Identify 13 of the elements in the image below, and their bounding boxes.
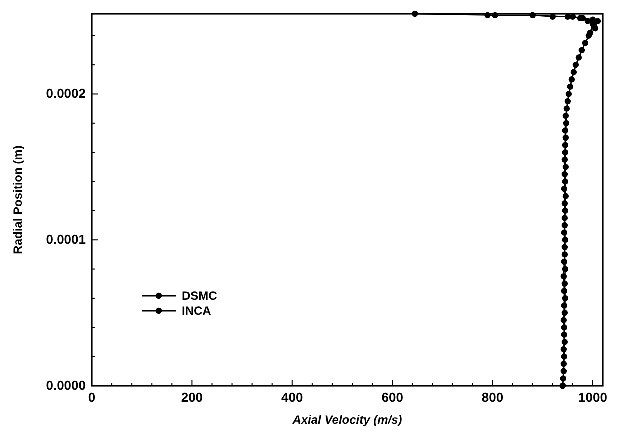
y-tick-label: 0.0000 bbox=[46, 378, 86, 393]
y-tick-label: 0.0002 bbox=[46, 86, 86, 102]
y-axis-title: Radial Position (m) bbox=[11, 146, 25, 254]
x-tick-label: 400 bbox=[282, 390, 304, 405]
x-tick-label: 600 bbox=[382, 390, 404, 405]
x-tick-label: 200 bbox=[181, 390, 204, 405]
legend-label: INCA bbox=[182, 304, 212, 318]
x-tick-label: 0 bbox=[88, 390, 96, 405]
x-tick-label: 800 bbox=[482, 390, 504, 405]
x-axis-title: Axial Velocity (m/s) bbox=[292, 413, 402, 427]
legend-label: DSMC bbox=[182, 289, 218, 303]
y-tick-label: 0.0001 bbox=[46, 232, 86, 248]
x-tick-label: 1000 bbox=[578, 390, 608, 405]
